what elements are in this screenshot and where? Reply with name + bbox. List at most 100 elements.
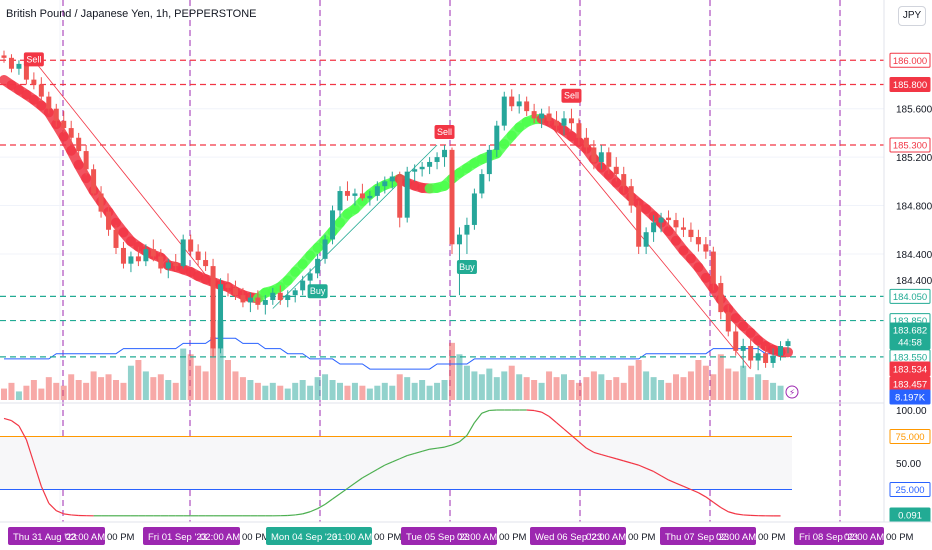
lightning-icon[interactable] (785, 385, 799, 399)
volume-bar (411, 382, 418, 400)
candle-body (285, 295, 291, 300)
date-highlight (143, 527, 240, 545)
candle-body (270, 292, 276, 300)
candle-body (456, 234, 462, 245)
volume-bar (478, 374, 485, 400)
oscillator-segment (11, 420, 20, 427)
volume-bar (284, 388, 291, 400)
volume-bar (337, 382, 343, 400)
volume-bar (195, 365, 202, 400)
oscillator-segment (638, 464, 647, 469)
candle-body (337, 191, 343, 211)
signals: Sell Sell Sell Buy Buy (23, 52, 582, 299)
candle-body (1, 55, 7, 58)
oscillator-segment (369, 468, 378, 475)
candle-body (397, 176, 403, 218)
oscillator-segment (354, 477, 363, 484)
price-levels (0, 59, 884, 358)
symbol-title: British Pound / Japanese Yen, 1h, PEPPER… (6, 8, 257, 20)
sell-signal (434, 125, 455, 140)
volume-bar (262, 385, 269, 400)
volume-bar (351, 382, 358, 400)
volume-bar (23, 385, 30, 400)
volume-bar (546, 371, 553, 400)
date-label: Mon 04 Sep '23 (271, 532, 337, 543)
volume-bar (710, 374, 717, 400)
volume-bar (650, 377, 657, 400)
candle-body (695, 237, 701, 245)
volume-bar (15, 391, 22, 400)
volume-bar (516, 374, 523, 400)
candle-body (128, 256, 134, 264)
signal-label: Buy (459, 262, 475, 272)
volume-bar (777, 385, 784, 400)
volume-bar (157, 374, 164, 400)
volume-bar (1, 388, 7, 400)
price-badge (889, 334, 931, 350)
volume-bar (419, 380, 426, 400)
date-highlight (401, 527, 497, 545)
price-level-badge-label: 185.800 (893, 80, 927, 91)
candle-body (91, 169, 97, 194)
candle-body (382, 181, 388, 187)
volume-bar (441, 380, 448, 400)
volume-bar (680, 377, 687, 400)
price-badge (889, 389, 931, 405)
date-label: Thu 31 Aug '23 (13, 532, 77, 543)
osc-tick-label: 100.00 (896, 406, 927, 417)
volume-bar (142, 371, 149, 400)
oscillator-segment (601, 453, 609, 458)
volume-bar (83, 382, 90, 400)
oscillator-segment (556, 422, 565, 430)
candle-body (412, 169, 418, 172)
candle-body (524, 101, 530, 112)
volume-bar (538, 382, 545, 400)
oscillator-band (0, 436, 792, 490)
volume-bar (658, 380, 665, 400)
volume-bar (202, 371, 209, 400)
date-label: Fri 01 Sep '23 (148, 532, 207, 543)
currency-button[interactable]: JPY (898, 6, 926, 26)
date-highlight (530, 527, 626, 545)
candle-body (419, 166, 425, 170)
volume-bar (172, 382, 179, 400)
candle-body (120, 247, 126, 264)
candle-body (434, 157, 440, 162)
price-level-badge-label: 185.300 (893, 141, 927, 152)
time-label: 02:00 AM (716, 532, 756, 543)
oscillator-segment (33, 462, 42, 487)
candle-body (606, 152, 612, 167)
candle-body (225, 284, 231, 288)
candle-body (180, 239, 186, 267)
candle-body (539, 113, 545, 119)
volume-bar (180, 348, 187, 400)
volume-bar (68, 374, 75, 400)
candle-body (322, 239, 328, 259)
candle-body (389, 176, 395, 182)
volume-bar (561, 374, 567, 400)
time-label: 02:00 AM (844, 532, 884, 543)
volume-bar (702, 365, 709, 400)
signal-label: Sell (26, 54, 41, 64)
oscillator-segment (720, 506, 729, 513)
candle-body (680, 227, 686, 230)
volume-bar (90, 371, 97, 400)
volume-bar (45, 377, 52, 400)
candle-body (733, 331, 739, 351)
volume-bar (232, 371, 239, 400)
oscillator-segment (534, 409, 542, 413)
volume-bar (568, 380, 575, 400)
candle-body (359, 193, 365, 199)
oscillator-segment (414, 450, 423, 455)
candle-body (218, 284, 224, 349)
oscillator-segment (586, 447, 595, 453)
date-highlight (8, 527, 105, 545)
volume-bar (598, 374, 605, 400)
oscillator-segment (481, 409, 490, 414)
oscillator-segment (623, 460, 632, 464)
oscillator-segment (436, 446, 445, 449)
oscillator-segment (377, 464, 386, 470)
oscillator-segment (608, 456, 617, 460)
candle-body (203, 260, 209, 267)
